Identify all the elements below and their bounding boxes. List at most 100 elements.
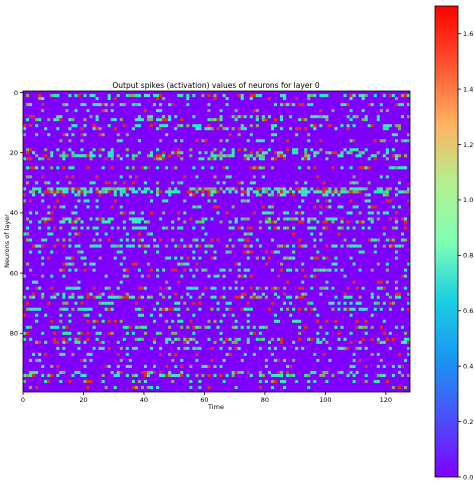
heatmap-cell — [68, 232, 72, 236]
heatmap-cell — [289, 217, 293, 221]
heatmap-cell — [83, 256, 87, 260]
heatmap-cell — [270, 139, 274, 143]
heatmap-cell — [119, 295, 123, 299]
heatmap-cell — [373, 244, 377, 248]
heatmap-cell — [252, 295, 256, 299]
heatmap-cell — [131, 211, 135, 215]
heatmap-cell — [171, 151, 175, 155]
y-tick-label: 60 — [10, 269, 18, 277]
heatmap-cell — [403, 331, 408, 335]
heatmap-cell — [53, 331, 57, 335]
heatmap-cell — [286, 256, 290, 260]
heatmap-cell — [331, 244, 335, 248]
heatmap-cell — [153, 364, 157, 368]
heatmap-cell — [68, 187, 72, 191]
heatmap-cell — [62, 331, 66, 335]
heatmap-cell — [171, 220, 175, 224]
heatmap-cell — [397, 181, 401, 185]
heatmap-cell — [131, 181, 135, 185]
heatmap-cell — [310, 124, 314, 128]
heatmap-cell — [394, 226, 398, 230]
heatmap-cell — [119, 139, 123, 143]
heatmap-cell — [373, 190, 377, 194]
heatmap-cell — [316, 256, 320, 260]
heatmap-cell — [134, 190, 138, 194]
heatmap-cell — [355, 181, 359, 185]
heatmap-cell — [47, 133, 51, 137]
heatmap-cell — [261, 115, 265, 119]
heatmap-cell — [385, 175, 389, 179]
heatmap-cell — [279, 340, 284, 344]
heatmap-cell — [301, 157, 305, 161]
heatmap-cell — [246, 199, 250, 203]
heatmap-cell — [53, 292, 57, 296]
heatmap-cell — [379, 139, 383, 143]
heatmap-cell — [146, 274, 151, 278]
heatmap-cell — [116, 250, 120, 254]
heatmap-cell — [307, 379, 311, 384]
heatmap-cell — [273, 250, 278, 254]
heatmap-cell — [355, 319, 359, 323]
heatmap-cell — [388, 346, 392, 350]
heatmap-cell — [349, 151, 353, 155]
heatmap-cell — [110, 154, 114, 158]
heatmap-cell — [340, 325, 344, 329]
heatmap-cell — [400, 94, 404, 98]
heatmap-cell — [71, 118, 75, 122]
heatmap-cell — [234, 115, 238, 119]
heatmap-cell — [116, 352, 120, 356]
heatmap-cell — [295, 187, 299, 191]
heatmap-cell — [258, 346, 262, 350]
heatmap-cell — [159, 127, 163, 131]
heatmap-cell — [322, 286, 326, 290]
heatmap-cell — [143, 379, 148, 384]
heatmap-cell — [334, 187, 338, 191]
heatmap-cell — [56, 94, 60, 98]
heatmap-cell — [68, 166, 72, 170]
heatmap-cell — [394, 166, 398, 170]
heatmap-cell — [328, 268, 332, 272]
heatmap-cell — [195, 238, 199, 242]
heatmap-cell — [406, 199, 411, 203]
heatmap-cell — [325, 280, 329, 284]
heatmap-cell — [68, 331, 72, 335]
heatmap-cell — [382, 340, 386, 344]
heatmap-cell — [177, 148, 181, 152]
heatmap-cell — [237, 346, 241, 350]
heatmap-cell — [95, 199, 99, 203]
heatmap-cell — [249, 307, 253, 311]
heatmap-cell — [364, 115, 368, 119]
heatmap-cell — [50, 211, 54, 215]
heatmap-cell — [50, 187, 54, 191]
heatmap-cell — [355, 325, 359, 329]
heatmap-cell — [134, 220, 138, 224]
heatmap-cell — [379, 325, 383, 329]
heatmap-cell — [355, 148, 359, 152]
heatmap-cell — [86, 292, 90, 296]
heatmap-cell — [98, 244, 102, 248]
heatmap-cell — [143, 190, 148, 194]
heatmap-cell — [231, 148, 235, 152]
heatmap-cell — [240, 97, 244, 101]
heatmap-cell — [382, 226, 386, 230]
heatmap-cell — [171, 319, 175, 323]
heatmap-cell — [240, 238, 244, 242]
heatmap-cell — [403, 385, 408, 390]
heatmap-cell — [74, 268, 78, 272]
heatmap-cell — [86, 199, 90, 203]
heatmap-cell — [210, 157, 214, 161]
heatmap-cell — [270, 286, 274, 290]
heatmap-cell — [331, 373, 335, 377]
heatmap-cell — [35, 124, 39, 128]
heatmap-cell — [261, 166, 265, 170]
heatmap-cell — [71, 292, 75, 296]
heatmap-cell — [180, 370, 184, 374]
heatmap-cell — [234, 217, 238, 221]
heatmap-cell — [355, 154, 359, 158]
heatmap-cell — [319, 340, 323, 344]
heatmap-cell — [186, 325, 190, 329]
heatmap-cell — [255, 109, 259, 113]
heatmap-cell — [258, 286, 262, 290]
heatmap-cell — [44, 127, 48, 131]
heatmap-cell — [116, 187, 120, 191]
